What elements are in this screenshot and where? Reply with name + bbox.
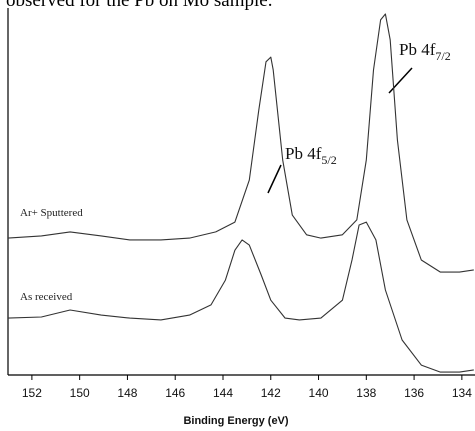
page-text: observed for the Pb on Mo sample.	[6, 0, 272, 11]
series-label: As received	[20, 291, 73, 303]
annotation-subscript: 5/2	[321, 153, 336, 167]
x-tick-label: 148	[117, 386, 137, 400]
x-tick-label: 142	[261, 386, 281, 400]
series-label: Ar+ Sputtered	[20, 207, 83, 219]
x-tick-label: 150	[70, 386, 90, 400]
x-tick-label: 134	[452, 386, 472, 400]
annotation: Pb 4f7/2	[399, 40, 451, 63]
x-tick-label: 136	[404, 386, 424, 400]
x-axis-title: Binding Energy (eV)	[183, 415, 288, 427]
annotation-text: Pb 4f	[285, 144, 322, 163]
x-tick-label: 146	[165, 386, 185, 400]
leader-line	[388, 67, 413, 94]
x-tick-label: 152	[22, 386, 42, 400]
series-line	[7, 221, 474, 373]
series-line	[7, 13, 474, 273]
annotation: Pb 4f5/2	[285, 144, 337, 167]
annotation-text: Pb 4f	[399, 40, 436, 59]
x-tick-label: 138	[356, 386, 376, 400]
x-tick-label: 140	[309, 386, 329, 400]
x-tick-label: 144	[213, 386, 233, 400]
annotation-subscript: 7/2	[435, 49, 450, 63]
leader-line	[267, 164, 282, 194]
